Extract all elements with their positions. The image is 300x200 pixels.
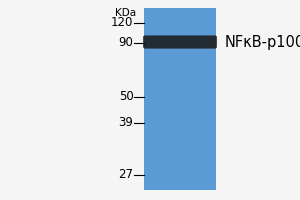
Text: 27: 27 (118, 168, 134, 182)
Text: NFκB-p100: NFκB-p100 (225, 34, 300, 49)
Text: 39: 39 (118, 116, 134, 130)
Text: KDa: KDa (116, 8, 136, 18)
Bar (144, 8, 216, 190)
Text: 50: 50 (119, 90, 134, 104)
FancyBboxPatch shape (143, 35, 217, 49)
Text: 90: 90 (118, 36, 134, 49)
Text: 120: 120 (111, 17, 134, 29)
